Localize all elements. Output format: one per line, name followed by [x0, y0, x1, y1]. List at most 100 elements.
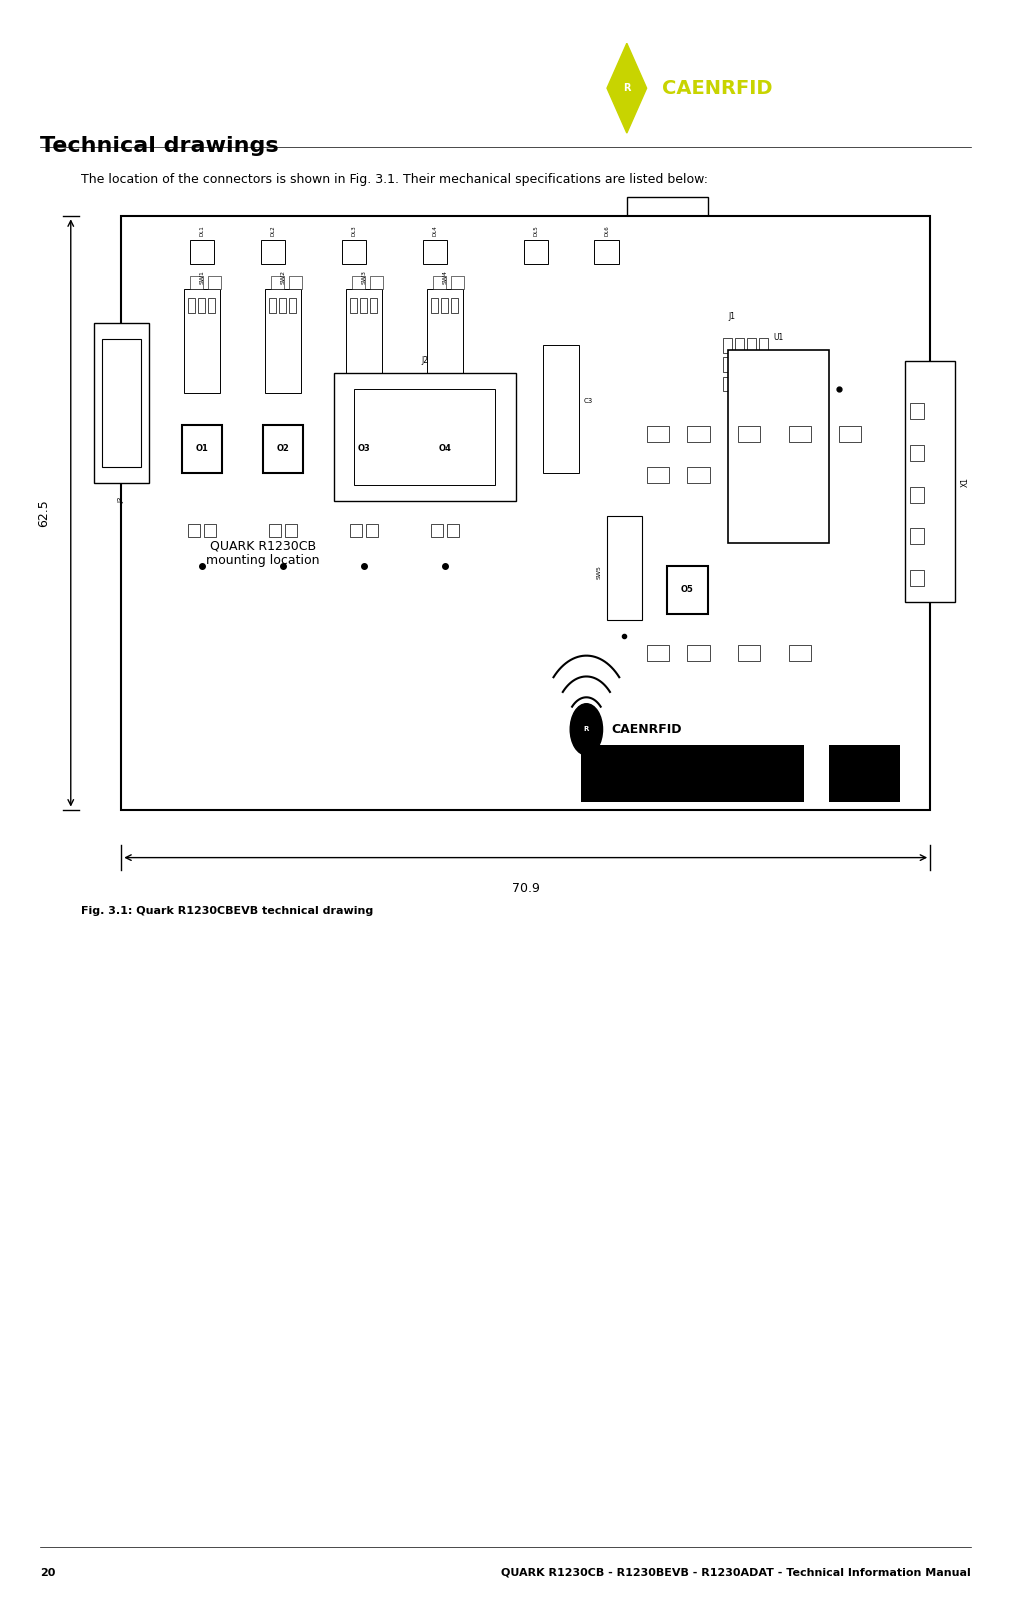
Text: SW1: SW1 [200, 269, 204, 284]
Text: O5: O5 [681, 585, 694, 595]
Bar [723, 338, 732, 353]
Bar [344, 425, 384, 473]
Bar [594, 240, 619, 264]
Text: X1: X1 [960, 476, 970, 487]
Text: SW3: SW3 [362, 269, 366, 284]
Bar [524, 240, 548, 264]
Bar [342, 240, 366, 264]
Bar [269, 298, 276, 313]
Text: R: R [583, 726, 589, 733]
Text: Technical drawings: Technical drawings [40, 136, 279, 155]
Text: DL2: DL2 [271, 224, 275, 236]
Bar [352, 276, 365, 289]
Text: DL5: DL5 [534, 224, 538, 236]
Bar [441, 298, 448, 313]
Bar [370, 298, 377, 313]
Text: O2: O2 [277, 444, 289, 454]
Text: J1: J1 [728, 311, 735, 321]
Text: C3: C3 [583, 398, 592, 404]
Bar [101, 340, 142, 468]
Bar [431, 524, 443, 537]
Text: The location of the connectors is shown in Fig. 3.1. Their mechanical specificat: The location of the connectors is shown … [81, 173, 708, 186]
Bar [182, 425, 222, 473]
Bar [204, 524, 216, 537]
Bar [265, 289, 301, 393]
Bar [581, 745, 804, 802]
Text: CAENRFID: CAENRFID [662, 79, 772, 98]
Bar [188, 298, 195, 313]
Bar [738, 426, 760, 442]
Text: O1: O1 [196, 444, 208, 454]
Text: Fig. 3.1: Quark R1230CBEVB technical drawing: Fig. 3.1: Quark R1230CBEVB technical dra… [81, 906, 373, 915]
Bar [121, 216, 930, 810]
Bar [735, 357, 744, 372]
Bar [431, 298, 438, 313]
Bar [289, 276, 302, 289]
Circle shape [570, 704, 603, 755]
Bar [285, 524, 297, 537]
Bar [188, 524, 200, 537]
Bar [723, 377, 732, 391]
Bar [738, 646, 760, 662]
Bar [747, 357, 756, 372]
Bar [910, 571, 924, 587]
Text: J3: J3 [118, 497, 124, 503]
Text: SW4: SW4 [443, 269, 447, 284]
Bar [269, 524, 281, 537]
Text: SW2: SW2 [281, 269, 285, 284]
Text: 70.9: 70.9 [512, 882, 540, 894]
Polygon shape [607, 43, 647, 133]
Bar [451, 276, 464, 289]
Bar [759, 357, 768, 372]
Bar [789, 646, 811, 662]
Text: O4: O4 [439, 444, 451, 454]
Bar [370, 276, 383, 289]
Text: SW5: SW5 [596, 564, 602, 579]
Bar [735, 338, 744, 353]
Bar [759, 338, 768, 353]
Bar [279, 298, 286, 313]
Bar [360, 298, 367, 313]
Bar [735, 377, 744, 391]
Bar [447, 524, 459, 537]
Bar [190, 276, 203, 289]
Text: R: R [623, 83, 631, 93]
Bar [263, 425, 303, 473]
Bar [451, 298, 458, 313]
Text: 62.5: 62.5 [37, 499, 51, 527]
Bar [354, 390, 495, 486]
Bar [350, 524, 362, 537]
Bar [93, 324, 150, 484]
Bar [346, 289, 382, 393]
Bar [427, 289, 463, 393]
Bar [198, 298, 205, 313]
Bar [543, 345, 579, 473]
Text: CAENRFID: CAENRFID [612, 723, 682, 736]
Bar [433, 276, 446, 289]
Text: J2: J2 [422, 356, 428, 365]
Bar [747, 377, 756, 391]
Bar [910, 529, 924, 545]
Bar [905, 362, 955, 603]
Bar [627, 197, 708, 216]
Bar [910, 404, 924, 420]
Bar [759, 377, 768, 391]
Bar [607, 516, 642, 620]
Bar [261, 240, 285, 264]
Bar [687, 646, 710, 662]
Bar [839, 426, 861, 442]
Bar [271, 276, 284, 289]
Bar [647, 468, 669, 484]
Text: QUARK R1230CB
mounting location: QUARK R1230CB mounting location [206, 539, 319, 567]
Bar [910, 487, 924, 503]
Text: DL3: DL3 [352, 224, 356, 236]
Bar [425, 425, 465, 473]
Bar [647, 426, 669, 442]
Bar [829, 745, 900, 802]
Bar [366, 524, 378, 537]
Text: DL4: DL4 [433, 224, 437, 236]
Text: QUARK R1230CB - R1230BEVB - R1230ADAT - Technical Information Manual: QUARK R1230CB - R1230BEVB - R1230ADAT - … [500, 1568, 971, 1577]
Bar [334, 373, 516, 502]
Text: O3: O3 [358, 444, 370, 454]
Bar [687, 426, 710, 442]
